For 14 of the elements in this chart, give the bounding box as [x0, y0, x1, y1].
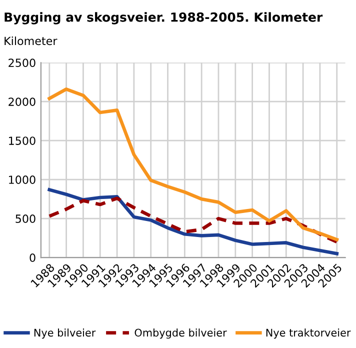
y-tick-label: 500: [16, 214, 36, 223]
line-series: [48, 188, 339, 256]
y-tick-label: 1500: [9, 136, 36, 145]
line-series: [48, 87, 339, 242]
legend-label: Nye traktorveier: [266, 328, 351, 339]
y-tick-label: 2000: [8, 98, 36, 106]
legend-label: Ombygde bilveier: [134, 328, 227, 339]
line-series: [48, 196, 339, 244]
y-tick-label: 1000: [9, 176, 36, 184]
y-axis-title: Kilometer: [4, 36, 58, 46]
chart-title: Bygging av skogsveier. 1988-2005. Kilometer: [4, 12, 323, 24]
legend-label: Nye bilveier: [34, 328, 96, 339]
y-tick-label: 2500: [8, 58, 36, 68]
y-tick-label: 0: [30, 253, 36, 262]
